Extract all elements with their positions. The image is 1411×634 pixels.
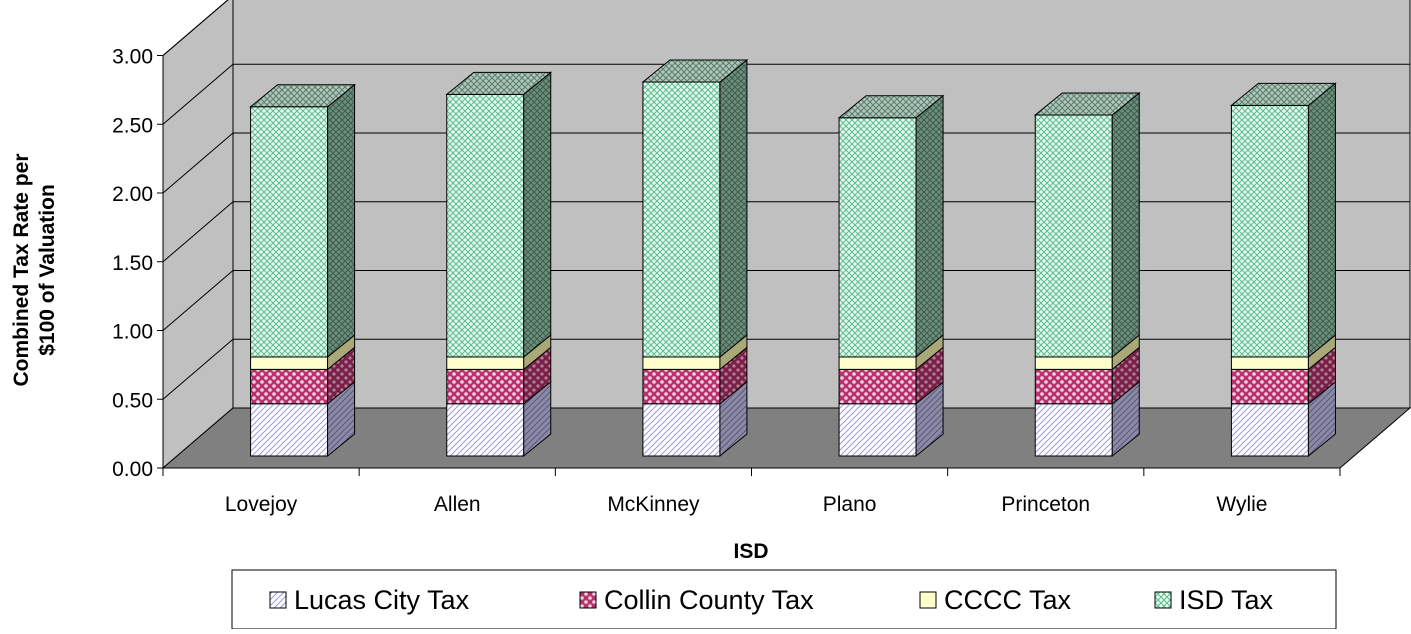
gridline [162,0,229,56]
bar-segment [250,106,329,358]
bar-segment [642,368,721,405]
bar-segment [642,356,721,370]
bar-segment [1034,114,1113,358]
y-tick-label: 2.50 [112,114,153,137]
gridline [162,270,1410,331]
gridline [162,132,1410,194]
bar-segment [838,356,917,370]
bar-segment [446,93,525,358]
bar-segment-side [1307,82,1336,359]
x-tick-label: McKinney [607,493,700,516]
bar-stack [1033,91,1141,458]
bar-segment [250,403,329,457]
bar-stack [1230,82,1337,458]
bar-segment [446,356,525,370]
y-tick-label: 0.50 [112,389,153,412]
y-axis-ticks: 0.00 0.50 1.00 1.50 2.00 2.50 3.00 [112,46,164,481]
y-axis-title-line-1: Combined Tax Rate per [10,154,33,387]
bar-segment-side [523,71,552,359]
bar-segment [250,356,329,370]
bar-segment [250,368,329,405]
bar-segment [838,117,917,358]
gridlines [162,0,1410,400]
bar-segment [1034,403,1113,457]
bar-top [445,71,553,95]
legend-box [231,569,1337,630]
x-tick-label: Princeton [1001,493,1090,516]
bar-segment [446,403,525,457]
x-tick-label: Wylie [1216,493,1267,516]
bar-segment [642,403,721,457]
y-tick-label: 1.50 [112,252,153,275]
bar-segment-side [1111,91,1140,359]
gridline [162,63,1410,125]
x-tick-label: Lovejoy [225,493,298,516]
bar-stack [445,71,553,458]
bars [249,58,1337,458]
legend-swatch [269,591,287,609]
legend-swatch [919,591,937,609]
legend-label: CCCC Tax [944,585,1072,615]
legend-swatch [1154,591,1172,609]
x-tick-label: Plano [823,493,877,516]
gridline [162,338,1410,400]
bar-segment-side [915,94,944,359]
y-tick-label: 1.00 [112,321,153,344]
bar-segment [446,368,525,405]
legend-label: ISD Tax [1179,585,1274,615]
bar-top [1033,92,1141,116]
bar-segment [1230,403,1309,457]
bar-top [837,95,945,119]
bar-segment [1230,368,1309,405]
y-tick-label: 0.00 [112,458,153,481]
bar-segment [1230,356,1309,370]
bar-stack [641,58,749,458]
legend: Lucas City Tax Collin County Tax CCCC Tax I… [231,569,1337,630]
y-tick-label: 2.00 [112,183,153,206]
bar-top [641,59,749,83]
x-tick-label: Allen [434,493,481,516]
legend-label: Collin County Tax [604,585,814,615]
bar-stack [249,83,356,458]
bar-segment-side [327,83,356,359]
y-axis-title-line-2: $100 of Valuation [36,184,59,356]
bar-segment-side [719,58,748,359]
gridline [162,201,1410,263]
x-axis-title: ISD [733,540,768,563]
bar-segment [642,81,721,358]
bar-top [1230,82,1337,106]
bar-segment [838,403,917,457]
side-wall [162,0,234,470]
x-axis-ticks: Lovejoy Allen McKinney Plano Princeton Wylie [162,467,1341,516]
y-tick-label: 3.00 [112,46,153,69]
legend-swatch [579,591,597,609]
bar-stack [837,94,945,458]
bar-segment [1034,356,1113,370]
legend-label: Lucas City Tax [294,585,470,615]
bar-segment [1034,368,1113,405]
bar-top [249,84,356,108]
bar-segment [838,368,917,405]
bar-segment [1230,104,1309,358]
